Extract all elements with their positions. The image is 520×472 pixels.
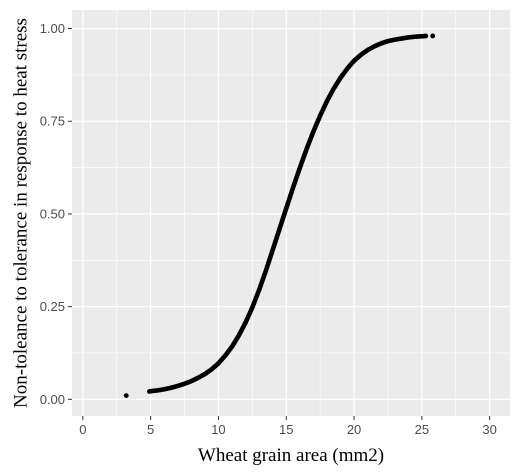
y-tick-label: 0.75 — [40, 114, 65, 129]
x-tick-label: 10 — [211, 422, 225, 437]
data-point — [423, 33, 429, 39]
plot-panel — [72, 10, 510, 416]
y-tick-label: 0.00 — [40, 392, 65, 407]
y-tick-label: 0.50 — [40, 206, 65, 221]
x-tick-label: 0 — [79, 422, 86, 437]
x-axis: 0 5 10 15 20 25 30 — [79, 416, 497, 437]
data-point — [430, 33, 436, 39]
y-tick-label: 0.25 — [40, 299, 65, 314]
data-point — [123, 393, 129, 399]
x-tick-label: 15 — [279, 422, 293, 437]
grid-layer — [72, 10, 510, 416]
x-axis-title: Wheat grain area (mm2) — [198, 445, 384, 466]
y-axis: 0.00 0.25 0.50 0.75 1.00 — [40, 21, 72, 407]
x-tick-label: 30 — [482, 422, 496, 437]
x-tick-label: 5 — [147, 422, 154, 437]
x-tick-label: 20 — [347, 422, 361, 437]
x-tick-label: 25 — [415, 422, 429, 437]
y-tick-label: 1.00 — [40, 21, 65, 36]
y-axis-title: Non-toleance to tolerance in response to… — [10, 18, 31, 408]
series-layer — [123, 33, 436, 399]
